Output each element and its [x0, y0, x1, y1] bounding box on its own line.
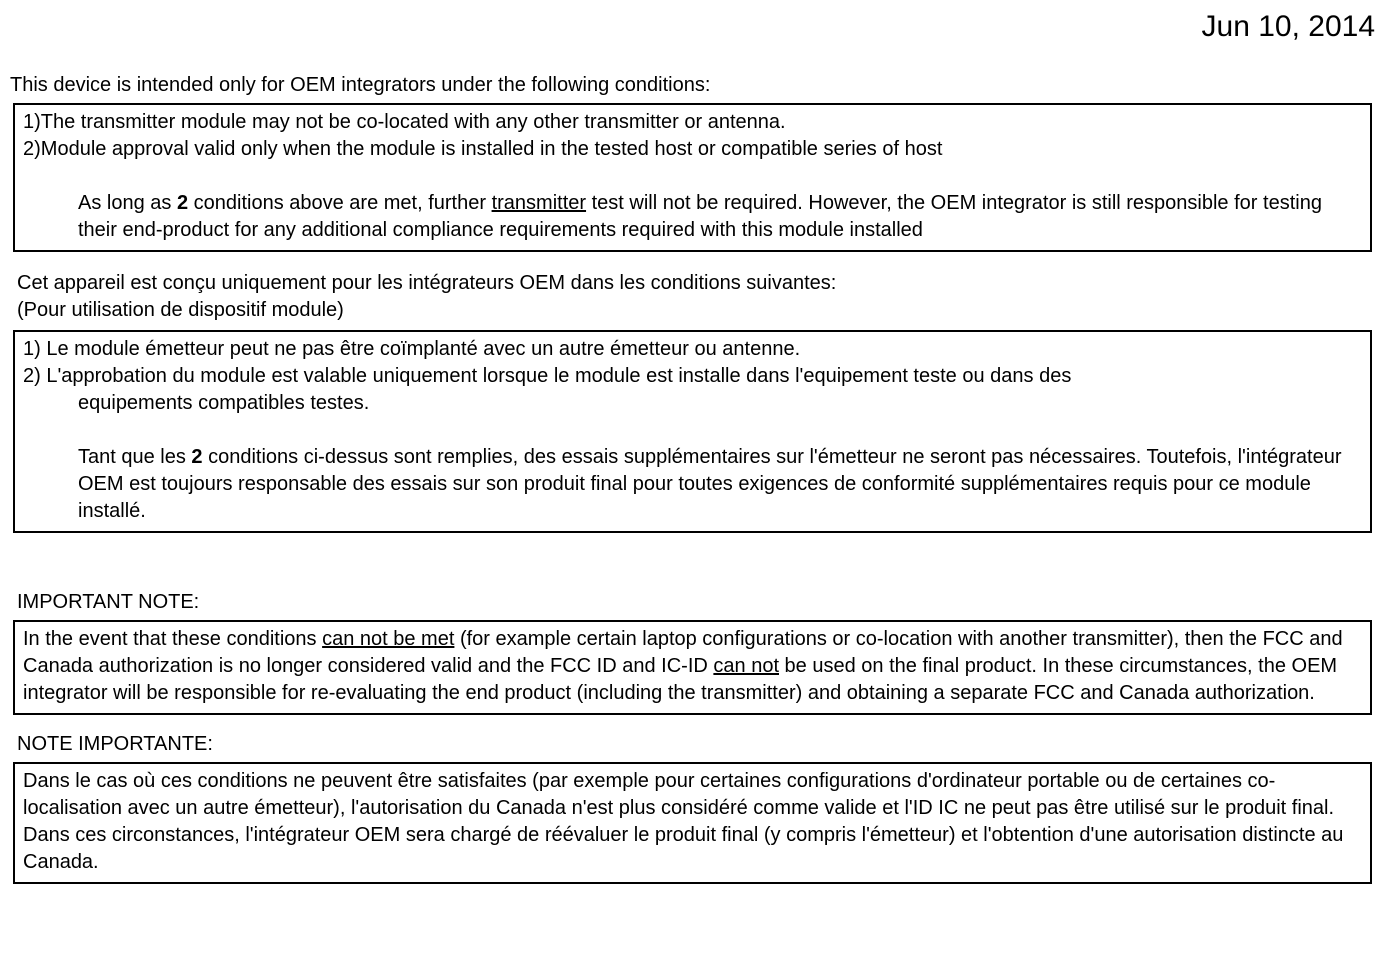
- condition-fr-item-2-line2: equipements compatibles testes.: [23, 390, 1362, 417]
- para-text: conditions above are met, further: [188, 192, 492, 214]
- intro-french-line2: (Pour utilisation de dispositif module): [17, 297, 1380, 324]
- important-note-box-en: In the event that these conditions can n…: [13, 620, 1372, 715]
- important-note-heading-fr: NOTE IMPORTANTE:: [5, 733, 1380, 756]
- note-fr-text: Dans le cas où ces conditions ne peuvent…: [23, 770, 1343, 873]
- condition-fr-item-1: 1) Le module émetteur peut ne pas être c…: [23, 336, 1362, 363]
- condition-paragraph: As long as 2 conditions above are met, f…: [23, 190, 1362, 244]
- document-page: Jun 10, 2014 This device is intended onl…: [0, 0, 1385, 932]
- note-text: In the event that these conditions: [23, 628, 322, 650]
- para-bold: 2: [191, 446, 202, 468]
- intro-french-line1: Cet appareil est conçu uniquement pour l…: [17, 270, 1380, 297]
- condition-fr-item-2-line1: 2) L'approbation du module est valable u…: [23, 363, 1362, 390]
- note-underline: can not be met: [322, 628, 454, 650]
- para-underline: transmitter: [492, 192, 586, 214]
- conditions-box-english: 1)The transmitter module may not be co-l…: [13, 103, 1372, 252]
- para-bold: 2: [177, 192, 188, 214]
- condition-item-2: 2)Module approval valid only when the mo…: [23, 136, 1362, 163]
- intro-french: Cet appareil est conçu uniquement pour l…: [5, 270, 1380, 324]
- condition-item-1: 1)The transmitter module may not be co-l…: [23, 109, 1362, 136]
- para-text: Tant que les: [78, 446, 191, 468]
- condition-fr-paragraph: Tant que les 2 conditions ci-dessus sont…: [23, 444, 1362, 525]
- important-note-heading-en: IMPORTANT NOTE:: [5, 591, 1380, 614]
- note-underline: can not: [713, 655, 779, 677]
- intro-english: This device is intended only for OEM int…: [5, 74, 1380, 97]
- para-text: conditions ci-dessus sont remplies, des …: [78, 446, 1342, 522]
- document-date: Jun 10, 2014: [5, 10, 1380, 44]
- para-text: As long as: [78, 192, 177, 214]
- conditions-box-french: 1) Le module émetteur peut ne pas être c…: [13, 330, 1372, 533]
- important-note-box-fr: Dans le cas où ces conditions ne peuvent…: [13, 762, 1372, 884]
